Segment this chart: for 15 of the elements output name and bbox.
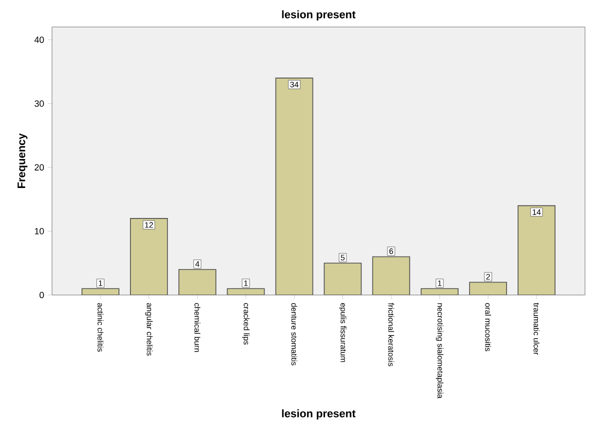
x-axis-title: lesion present bbox=[282, 409, 356, 420]
bar bbox=[276, 78, 313, 295]
bar bbox=[372, 256, 410, 295]
y-tick-label: 30 bbox=[34, 100, 44, 107]
y-axis-title: Frequency bbox=[18, 133, 28, 188]
bar bbox=[130, 218, 168, 295]
chart-title: lesion present bbox=[282, 10, 356, 20]
y-tick-label: 10 bbox=[34, 228, 44, 234]
bar bbox=[518, 205, 556, 295]
y-tick-label: 0 bbox=[40, 292, 44, 298]
bar bbox=[178, 269, 216, 295]
y-tick-label: 40 bbox=[34, 36, 44, 43]
bar bbox=[324, 263, 362, 295]
y-tick-label: 20 bbox=[34, 164, 44, 171]
bar bbox=[470, 282, 507, 295]
